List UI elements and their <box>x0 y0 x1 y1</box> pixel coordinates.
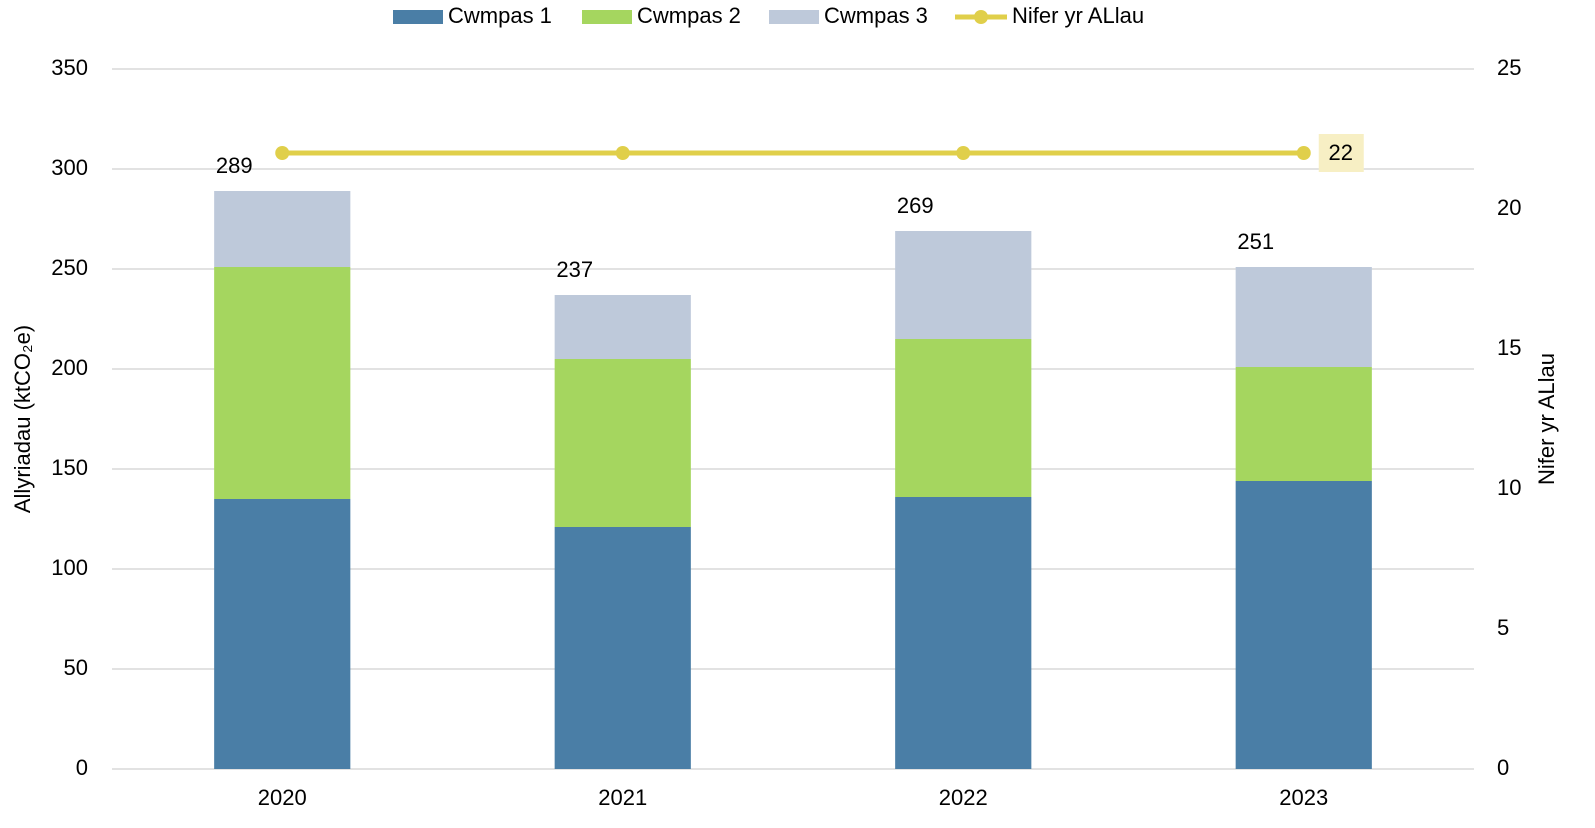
label-box <box>1318 134 1364 172</box>
legend-swatch <box>769 10 819 24</box>
bar-segment <box>1235 367 1372 481</box>
x-tick-label: 2023 <box>1279 785 1328 810</box>
y2-tick-label: 10 <box>1497 475 1521 500</box>
bar-segment <box>214 191 351 267</box>
legend-label: Cwmpas 2 <box>637 3 741 28</box>
total-label: 269 <box>897 193 934 218</box>
y-tick-label: 0 <box>76 755 88 780</box>
bar-segment <box>1235 267 1372 367</box>
line-value-label: 22 <box>1329 140 1353 165</box>
x-tick-label: 2020 <box>258 785 307 810</box>
y-axis-title: Allyriadau (ktCO₂e) <box>10 325 35 513</box>
x-tick-label: 2022 <box>939 785 988 810</box>
line-point <box>956 146 971 160</box>
bar-segment <box>554 359 691 527</box>
legend-label: Cwmpas 1 <box>448 3 552 28</box>
line-point <box>275 146 290 160</box>
bar-segment <box>214 267 351 499</box>
total-label: 289 <box>216 153 253 178</box>
total-label: 237 <box>556 257 593 282</box>
line-point <box>615 146 630 160</box>
y-tick-label: 300 <box>51 155 88 180</box>
line-point <box>1296 146 1311 160</box>
legend-dot <box>974 10 988 24</box>
bar-segment <box>895 231 1032 339</box>
y2-tick-label: 20 <box>1497 195 1521 220</box>
y2-tick-label: 15 <box>1497 335 1521 360</box>
y-tick-label: 350 <box>51 55 88 80</box>
legend-swatch <box>393 10 443 24</box>
y-tick-label: 50 <box>64 655 88 680</box>
total-label: 251 <box>1237 229 1274 254</box>
y2-tick-label: 25 <box>1497 55 1521 80</box>
y2-tick-label: 0 <box>1497 755 1509 780</box>
bar-segment <box>214 499 351 769</box>
bar-segment <box>554 295 691 359</box>
y-tick-label: 200 <box>51 355 88 380</box>
legend-label: Cwmpas 3 <box>824 3 928 28</box>
bar-segment <box>895 497 1032 769</box>
y-tick-label: 250 <box>51 255 88 280</box>
y2-axis-title: Nifer yr ALlau <box>1534 353 1559 485</box>
y-tick-label: 150 <box>51 455 88 480</box>
bar-segment <box>895 339 1032 497</box>
legend-swatch <box>582 10 632 24</box>
x-tick-label: 2021 <box>598 785 647 810</box>
bar-segment <box>1235 481 1372 769</box>
y2-tick-label: 5 <box>1497 615 1509 640</box>
y-tick-label: 100 <box>51 555 88 580</box>
legend-label: Nifer yr ALlau <box>1012 3 1144 28</box>
bar-segment <box>554 527 691 769</box>
